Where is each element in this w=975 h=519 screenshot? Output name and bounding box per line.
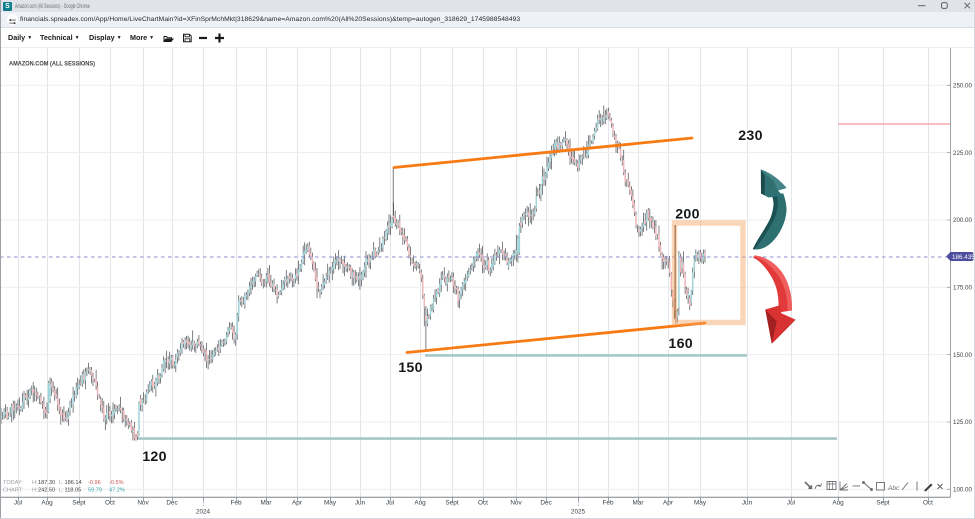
svg-text:186.435: 186.435: [952, 254, 975, 261]
svg-text:Sept: Sept: [876, 500, 889, 507]
svg-text:Oct: Oct: [105, 500, 115, 507]
svg-text:Sept: Sept: [445, 500, 458, 507]
svg-text:150: 150: [398, 360, 423, 376]
svg-text:120: 120: [142, 449, 167, 465]
svg-text:May: May: [694, 500, 707, 507]
svg-text:Oct: Oct: [478, 500, 488, 507]
svg-text:Abc: Abc: [887, 485, 900, 492]
svg-text:-0.96: -0.96: [88, 480, 101, 486]
svg-text:Oct: Oct: [923, 500, 933, 507]
svg-text:Feb: Feb: [602, 500, 613, 507]
svg-text:Aug: Aug: [414, 500, 426, 507]
svg-text:Jun: Jun: [355, 500, 366, 507]
svg-text:Jul: Jul: [386, 500, 394, 507]
svg-text:Apr: Apr: [663, 500, 674, 507]
svg-text:Dec: Dec: [166, 500, 178, 507]
svg-text:Mar: Mar: [260, 500, 272, 507]
svg-text:150.00: 150.00: [953, 352, 972, 359]
svg-text:Jul: Jul: [787, 500, 795, 507]
svg-text:H:: H:: [32, 488, 38, 494]
svg-text:2025: 2025: [571, 509, 586, 516]
svg-text:Jun: Jun: [742, 500, 753, 507]
svg-text:187.30: 187.30: [38, 480, 55, 486]
svg-text:118.05: 118.05: [65, 488, 82, 494]
svg-text:Jul: Jul: [14, 500, 22, 507]
svg-text:186.14: 186.14: [65, 480, 82, 486]
svg-text:Mar: Mar: [632, 500, 644, 507]
svg-text:160: 160: [668, 336, 693, 352]
svg-text:Dec: Dec: [540, 500, 552, 507]
svg-text:59.79: 59.79: [88, 488, 102, 494]
svg-text:Nov: Nov: [510, 500, 522, 507]
svg-text:250.00: 250.00: [953, 83, 972, 90]
svg-text:230: 230: [738, 128, 763, 144]
svg-text:200: 200: [675, 206, 700, 222]
svg-text:Sept: Sept: [72, 500, 85, 507]
svg-text:Aug: Aug: [41, 500, 53, 507]
svg-text:2024: 2024: [196, 509, 211, 516]
svg-text:47.2%: 47.2%: [109, 488, 125, 494]
svg-text:Aug: Aug: [832, 500, 844, 507]
svg-text:125.00: 125.00: [953, 419, 972, 426]
svg-text:AMAZON.COM (ALL SESSIONS): AMAZON.COM (ALL SESSIONS): [9, 61, 95, 68]
svg-text:CHART:: CHART:: [3, 488, 24, 494]
svg-text:Feb: Feb: [230, 500, 241, 507]
svg-text:Apr: Apr: [292, 500, 303, 507]
svg-text:H:: H:: [32, 480, 38, 486]
svg-text:225.00: 225.00: [953, 150, 972, 157]
svg-text:200.00: 200.00: [953, 217, 972, 224]
svg-text:May: May: [324, 500, 337, 507]
svg-text:TODAY:: TODAY:: [3, 480, 23, 486]
svg-text:175.00: 175.00: [953, 285, 972, 292]
svg-text:100.00: 100.00: [953, 487, 972, 494]
svg-text:L:: L:: [59, 488, 64, 494]
svg-text:-0.5%: -0.5%: [109, 480, 124, 486]
svg-text:Nov: Nov: [137, 500, 149, 507]
svg-text:L:: L:: [59, 480, 64, 486]
svg-text:242.50: 242.50: [38, 488, 55, 494]
